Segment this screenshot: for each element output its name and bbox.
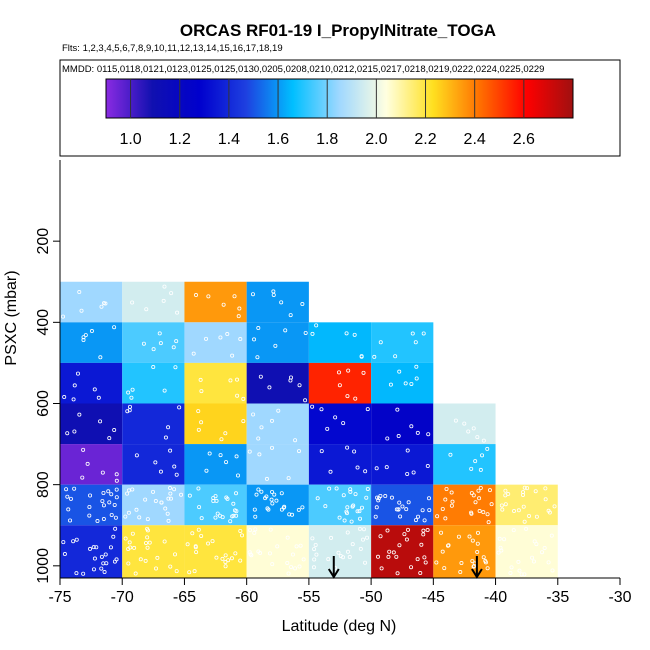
colorbar-tick-label: 1.0 [119,131,141,148]
heatmap-cell [60,281,123,323]
x-tick-label: -50 [360,589,383,606]
colorbar-tick-label: 1.8 [316,131,338,148]
location-arrow [471,556,483,579]
heatmap-cell [371,444,434,485]
heatmap-cell [60,322,123,363]
heatmap-cell [60,403,123,445]
colorbar: MMDD: 0115,0118,0121,0123,0125,0125,0130… [59,59,621,157]
heatmap-cell [371,525,434,578]
colorbar-tick-label: 1.4 [218,131,240,148]
heatmap-cell [122,444,185,485]
heatmap-cell [495,484,558,526]
y-tick-label: 1000 [35,548,52,584]
x-tick-label: -65 [173,589,196,606]
y-tick-label: 400 [35,309,52,336]
heatmap-cell [184,322,247,363]
heatmap-cell [184,444,247,485]
heatmap-cell [433,403,496,445]
heatmap-cell [246,281,309,323]
heatmap-cell [60,444,123,485]
heatmap-cell [495,525,558,578]
colorbar-tick-label: 2.2 [414,131,436,148]
x-axis-label: Latitude (deg N) [282,618,397,635]
x-tick-label: -45 [422,589,445,606]
heatmap-cell [308,403,372,445]
heatmap-cell [122,322,185,363]
x-tick-label: -35 [546,589,569,606]
x-tick-label: -75 [48,589,71,606]
heatmap-cell [122,525,185,578]
heatmap-cell [246,484,309,526]
y-tick-label: 800 [35,471,52,498]
colorbar-tick-label: 1.2 [169,131,191,148]
heatmap-cell [246,444,309,485]
heatmap-cell [60,525,123,578]
y-axis-label: PSXC (mbar) [3,270,20,365]
heatmap-cell [308,484,372,526]
heatmap-cell [433,484,496,526]
colorbar-tick-label: 1.6 [267,131,289,148]
heatmap-cell [308,444,372,485]
heatmap-cell [60,362,123,404]
heatmap-cell [184,281,247,323]
y-tick-label: 600 [35,390,52,417]
heatmap-cell [371,362,434,404]
heatmap-cell [122,281,185,323]
heatmap-cell [60,484,123,526]
heatmap-cell [184,403,247,445]
colorbar-tick-label: 2.6 [513,131,535,148]
y-tick-label: 200 [35,228,52,255]
x-tick-label: -55 [297,589,320,606]
heatmap-cell [371,403,434,445]
heatmap-cell [433,444,496,485]
chart-title: ORCAS RF01-19 I_PropylNitrate_TOGA [180,21,496,40]
colorbar-frame [59,59,621,157]
sample-points [61,284,557,577]
heatmap-cell [246,362,309,404]
dates-line: MMDD: 0115,0118,0121,0123,0125,0125,0130… [62,64,544,75]
x-tick-label: -30 [608,589,631,606]
heatmap-cell [122,403,185,445]
x-tick-label: -70 [111,589,134,606]
colorbar-tick-label: 2.4 [464,131,486,148]
flights-line: Flts: 1,2,3,4,5,6,7,8,9,10,11,12,13,14,1… [62,43,283,54]
plot-area: -75 -70 -65 -60 -55 -50 -45 -40 -35 -30 200 400 600 8… [35,160,632,606]
location-arrow [327,556,340,579]
x-tick-label: -40 [484,589,507,606]
heatmap-cell [371,322,434,363]
heatmap-cell [308,322,372,363]
x-tick-label: -60 [235,589,258,606]
colorbar-tick-label: 2.0 [365,131,387,148]
colorbar-gradient [105,78,574,119]
